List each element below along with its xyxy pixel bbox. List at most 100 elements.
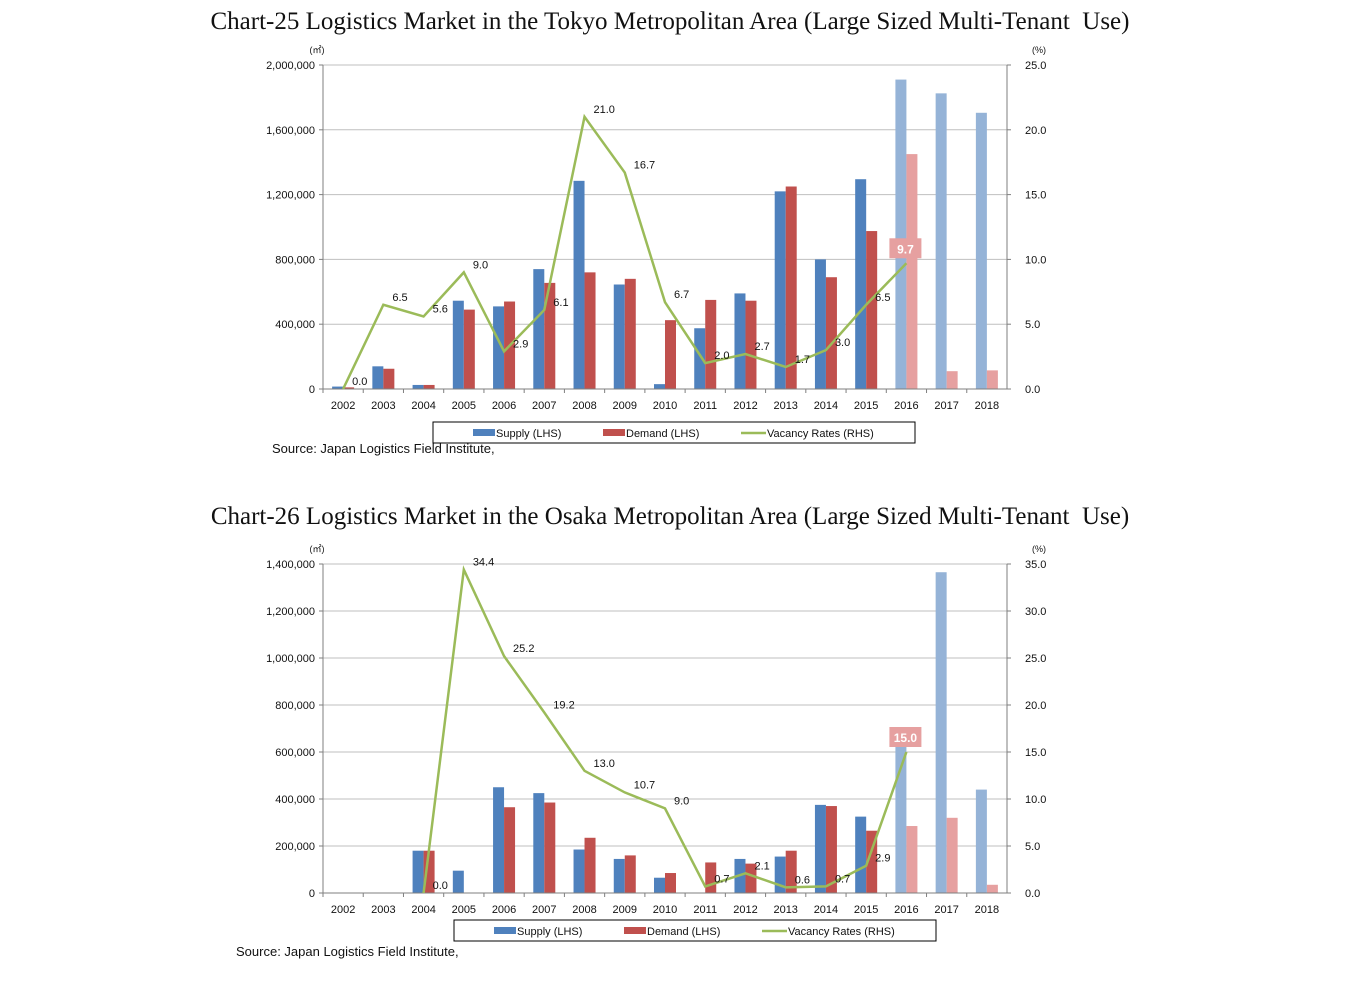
demand-bar: [383, 368, 395, 389]
supply-bar: [573, 180, 585, 389]
x-tick-label: 2009: [613, 904, 637, 916]
demand-bar: [785, 186, 797, 389]
legend-swatch-demand: [624, 927, 646, 934]
demand-bar: [906, 154, 918, 389]
x-tick-label: 2015: [854, 904, 878, 916]
vacancy-label: 10.7: [634, 779, 655, 791]
x-tick-label: 2013: [773, 904, 797, 916]
legend-swatch-supply: [494, 927, 516, 934]
x-tick-label: 2003: [371, 904, 395, 916]
supply-bar: [452, 870, 464, 893]
vacancy-label: 3.0: [835, 337, 850, 349]
source-note-tokyo: Source: Japan Logistics Field Institute,: [272, 441, 495, 456]
demand-bar: [745, 863, 757, 893]
x-tick-label: 2011: [693, 904, 717, 916]
x-tick-label: 2010: [653, 400, 677, 412]
legend-label-vacancy: Vacancy Rates (RHS): [788, 926, 895, 938]
y2-tick-label: 15.0: [1025, 190, 1046, 202]
chart-tokyo: 0 400,000 800,000 1,200,000 1,600,000 2,000,0…: [266, 45, 1046, 444]
y2-tick-label: 25.0: [1025, 653, 1046, 665]
supply-bar: [533, 269, 545, 389]
x-tick-label: 2011: [693, 400, 717, 412]
supply-bar: [332, 386, 344, 389]
vacancy-label: 2.9: [875, 853, 890, 865]
vacancy-label: 2.1: [754, 860, 769, 872]
demand-bar: [584, 272, 596, 389]
demand-bar: [343, 387, 355, 389]
supply-bar: [975, 112, 987, 389]
x-tick-label: 2016: [894, 400, 918, 412]
y-tick-label: 400,000: [275, 794, 315, 806]
demand-bar: [624, 278, 636, 389]
supply-bar: [654, 384, 665, 389]
demand-bar: [705, 862, 717, 893]
vacancy-label: 6.5: [392, 292, 407, 304]
vacancy-rate-line: [341, 113, 908, 390]
demand-bar: [423, 850, 435, 893]
x-tick-label: 2012: [733, 400, 757, 412]
supply-bar: [613, 858, 625, 893]
supply-bar: [734, 293, 746, 389]
y-tick-label: 1,200,000: [266, 190, 315, 202]
legend-box: [432, 421, 916, 444]
demand-bar: [785, 850, 797, 893]
x-tick-label: 2003: [371, 400, 395, 412]
supply-bar: [613, 284, 625, 389]
legend-label-vacancy: Vacancy Rates (RHS): [767, 428, 874, 440]
vacancy-highlight-box: [889, 238, 922, 259]
x-tick-label: 2008: [572, 904, 596, 916]
x-tick-label: 2007: [532, 904, 556, 916]
vacancy-label: 6.5: [875, 292, 890, 304]
x-tick-label: 2005: [452, 904, 476, 916]
y-tick-label: 200,000: [275, 841, 315, 853]
x-tick-label: 2002: [331, 904, 355, 916]
demand-bar: [544, 802, 556, 893]
y2-tick-label: 25.0: [1025, 60, 1046, 72]
vacancy-label: 9.0: [674, 795, 689, 807]
demand-bar: [825, 277, 837, 389]
chart-osaka: 0 200,000 400,000 600,000 800,000 1,000,000 1,…: [266, 544, 1046, 942]
y2-tick-label: 0.0: [1025, 888, 1040, 900]
y-tick-label: 800,000: [275, 700, 315, 712]
vacancy-label: 1.7: [795, 354, 810, 366]
y-tick-label: 1,000,000: [266, 653, 315, 665]
supply-bar: [774, 191, 786, 389]
x-tick-label: 2010: [653, 904, 677, 916]
vacancy-label: 5.6: [433, 303, 448, 315]
demand-bar: [544, 282, 556, 389]
x-tick-label: 2014: [814, 904, 838, 916]
demand-bar: [624, 855, 636, 893]
x-tick-label: 2009: [613, 400, 637, 412]
demand-bar: [504, 807, 516, 893]
x-tick-label: 2007: [532, 400, 556, 412]
demand-bar: [986, 370, 998, 389]
x-tick-label: 2017: [934, 400, 958, 412]
supply-bar: [935, 572, 947, 893]
vacancy-label: 6.7: [674, 289, 689, 301]
x-tick-label: 2005: [452, 400, 476, 412]
y-tick-label: 1,200,000: [266, 606, 315, 618]
y2-tick-label: 10.0: [1025, 254, 1046, 266]
x-tick-label: 2017: [934, 904, 958, 916]
vacancy-rate-line: [422, 565, 908, 894]
supply-bar: [975, 789, 987, 893]
legend-box: [453, 919, 937, 942]
legend-label-demand: Demand (LHS): [647, 926, 720, 938]
supply-bar: [372, 366, 384, 389]
x-tick-label: 2004: [411, 400, 435, 412]
legend-label-supply: Supply (LHS): [517, 926, 582, 938]
chart-title-osaka: Chart-26 Logistics Market in the Osaka M…: [210, 503, 1130, 530]
y2-tick-label: 35.0: [1025, 559, 1046, 571]
supply-bar: [412, 384, 424, 389]
x-tick-label: 2016: [894, 904, 918, 916]
vacancy-label: 15.0: [894, 731, 918, 745]
y-tick-label: 1,600,000: [266, 125, 315, 137]
vacancy-label: 9.0: [473, 259, 488, 271]
legend-label-supply: Supply (LHS): [496, 428, 561, 440]
y2-axis-label: (%): [1032, 544, 1046, 554]
vacancy-label: 19.2: [553, 700, 574, 712]
demand-bar: [665, 320, 676, 389]
x-tick-label: 2014: [814, 400, 838, 412]
x-tick-label: 2006: [492, 400, 516, 412]
demand-bar: [665, 873, 676, 893]
